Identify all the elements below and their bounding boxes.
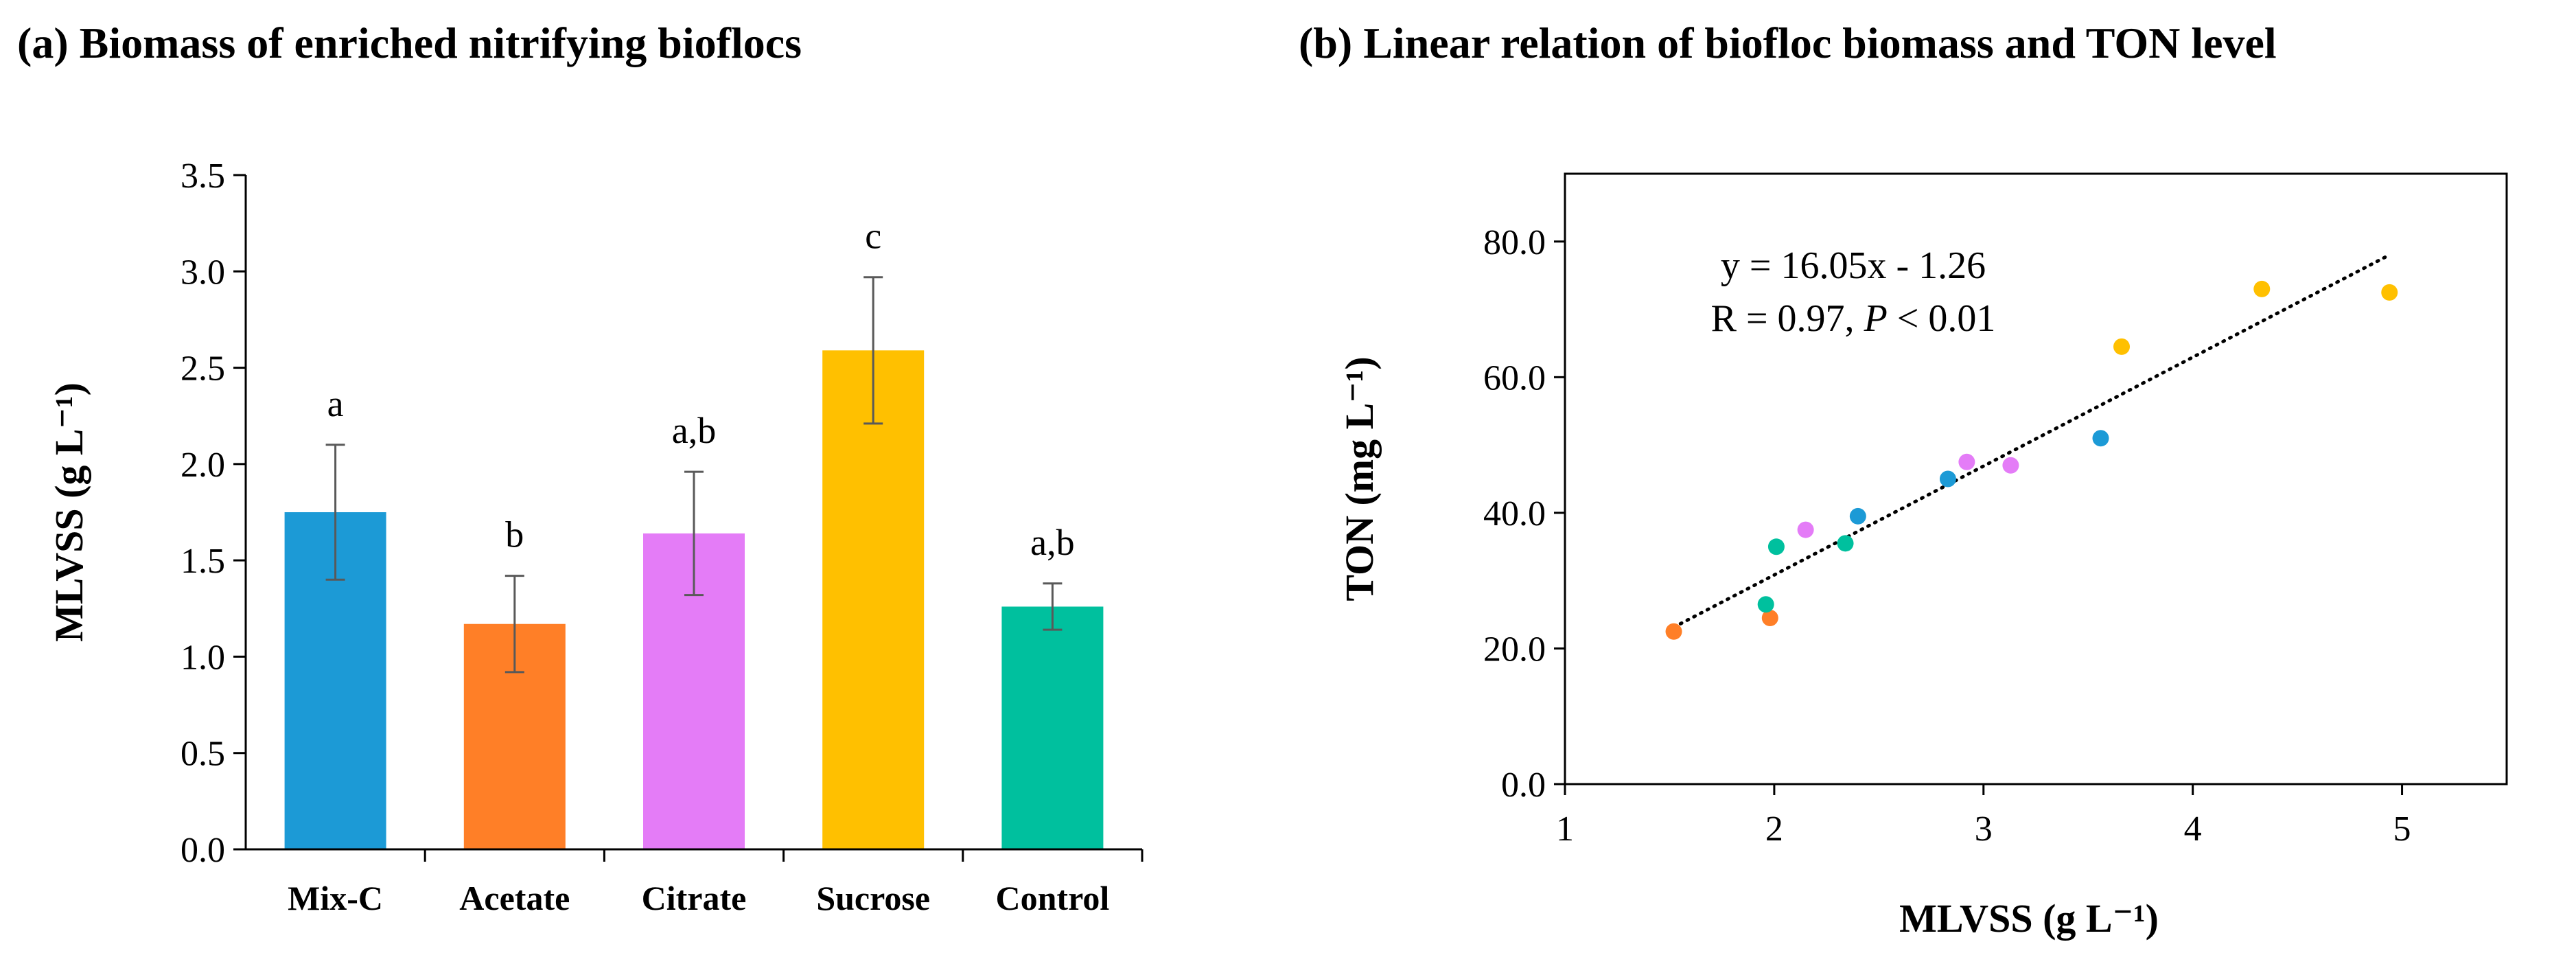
- bar-sucrose: [822, 350, 925, 849]
- y-tick-label: 20.0: [1483, 630, 1546, 669]
- x-tick-label: 3: [1975, 810, 1993, 849]
- y-tick-label: 80.0: [1483, 223, 1546, 262]
- category-label-sucrose: Sucrose: [816, 879, 930, 917]
- y-tick-label: 1.0: [181, 638, 225, 677]
- x-tick-label: 1: [1556, 810, 1574, 849]
- category-label-mix-c: Mix-C: [288, 879, 383, 917]
- point-control: [1767, 538, 1785, 555]
- x-tick-label: 4: [2184, 810, 2202, 849]
- trendline-equation: y = 16.05x - 1.26: [1721, 244, 1986, 287]
- panel-a-bar-chart: (a) Biomass of enriched nitrifying biofl…: [0, 0, 1160, 964]
- axes-group: [244, 175, 1144, 862]
- y-axis-label: MLVSS (g L⁻¹): [47, 382, 91, 642]
- point-citrate: [2002, 457, 2019, 474]
- significance-label: b: [505, 514, 524, 555]
- y-tick-label: 3.5: [181, 157, 225, 196]
- y-tick-label: 1.5: [181, 542, 225, 581]
- bar-control: [1001, 606, 1104, 849]
- point-sucrose: [2381, 284, 2398, 301]
- axis-ticks: 0.0 20.0 40.0 60.0 80.0 1 2 3 4 5: [1483, 223, 2411, 849]
- p-value-text: < 0.01: [1888, 297, 1996, 340]
- x-axis-label: MLVSS (g L⁻¹): [1899, 896, 2159, 941]
- y-tick-label: 0.5: [181, 735, 225, 774]
- correlation-annotation: R = 0.97, P < 0.01: [1711, 297, 1996, 340]
- y-tick-label: 2.0: [181, 446, 225, 485]
- x-tick-label: 2: [1765, 810, 1783, 849]
- point-sucrose: [2113, 338, 2131, 355]
- significance-label: a,b: [1030, 522, 1074, 563]
- y-tick-label: 60.0: [1483, 358, 1546, 398]
- trendline: [1672, 253, 2391, 629]
- panel-a-title: (a) Biomass of enriched nitrifying biofl…: [17, 19, 802, 67]
- panel-b-scatter-chart: (b) Linear relation of biofloc biomass a…: [1284, 0, 2576, 964]
- point-mix-c: [1849, 507, 1866, 525]
- significance-label: a: [327, 383, 344, 424]
- point-mix-c: [1939, 470, 1956, 487]
- points-group: [1665, 280, 2398, 640]
- bar-chart-svg: 0.00.51.01.52.02.53.03.5 aMix-CbAcetatea…: [47, 157, 1144, 917]
- panel-b-title: (b) Linear relation of biofloc biomass a…: [1299, 19, 2277, 67]
- bars-group: a Mix-C b Acetate a,b Citrate c Sucrose a,b Contr…: [284, 216, 1110, 917]
- scatter-chart-svg: 0.0 20.0 40.0 60.0 80.0 1 2 3 4 5 y = 16.05x - 1.…: [1337, 172, 2508, 941]
- point-acetate: [1665, 623, 1682, 640]
- point-control: [1757, 596, 1774, 613]
- y-tick-label: 40.0: [1483, 494, 1546, 533]
- significance-label: c: [865, 216, 881, 257]
- point-mix-c: [2092, 430, 2109, 447]
- y-axis-ticks: 0.0 0.5 1.0 1.5 2.0 2.5 3.0 3.5: [181, 157, 246, 870]
- category-label-acetate: Acetate: [459, 879, 570, 917]
- y-tick-label: 2.5: [181, 349, 225, 389]
- r-value-text: R = 0.97,: [1711, 297, 1864, 340]
- p-symbol: P: [1864, 297, 1888, 340]
- category-label-control: Control: [996, 879, 1110, 917]
- point-citrate: [1797, 521, 1814, 538]
- point-acetate: [1761, 609, 1778, 626]
- y-tick-label: 0.0: [181, 831, 225, 870]
- y-tick-label: 3.0: [181, 253, 225, 292]
- plot-frame: [1564, 172, 2508, 785]
- significance-label: a,b: [672, 410, 716, 451]
- y-tick-label: 0.0: [1501, 766, 1546, 805]
- point-control: [1837, 535, 1854, 552]
- category-label-citrate: Citrate: [642, 879, 747, 917]
- point-sucrose: [2253, 280, 2271, 297]
- point-citrate: [1958, 453, 1975, 470]
- y-axis-label: TON (mg L⁻¹): [1337, 356, 1382, 601]
- x-tick-label: 5: [2393, 810, 2411, 849]
